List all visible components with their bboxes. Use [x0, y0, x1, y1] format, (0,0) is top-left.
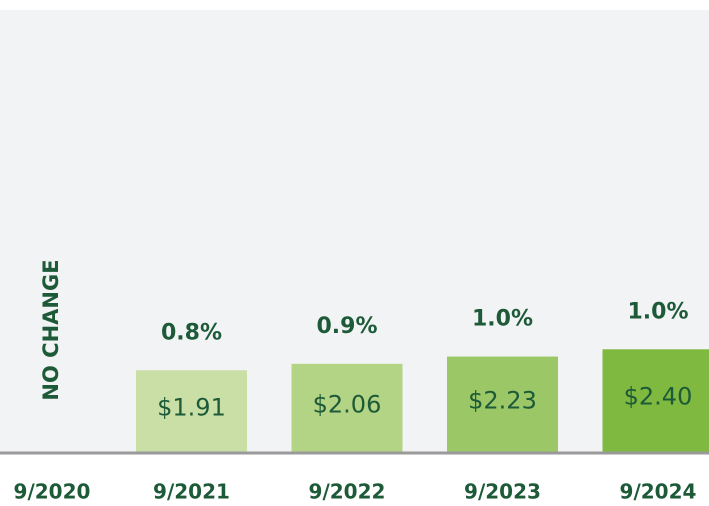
- change-label: 1.0%: [627, 299, 688, 324]
- bar: [291, 363, 403, 452]
- change-label: 1.0%: [472, 307, 533, 332]
- change-label: 0.8%: [161, 320, 222, 345]
- no-change-annotation: NO CHANGE: [39, 259, 63, 400]
- value-label: $1.91: [157, 394, 226, 422]
- bar: [447, 356, 558, 452]
- bar: [136, 370, 247, 452]
- change-label: 0.9%: [316, 314, 377, 339]
- value-label: $2.06: [313, 390, 382, 418]
- bar: [602, 349, 709, 452]
- x-tick-label: 9/2023: [464, 480, 541, 504]
- x-tick-label: 9/2022: [309, 480, 386, 504]
- x-tick-label: 9/2024: [620, 480, 697, 504]
- value-label: $2.40: [624, 383, 693, 411]
- value-label: $2.23: [468, 386, 537, 414]
- x-tick-label: 9/2021: [153, 480, 230, 504]
- x-tick-label: 9/2020: [14, 480, 91, 504]
